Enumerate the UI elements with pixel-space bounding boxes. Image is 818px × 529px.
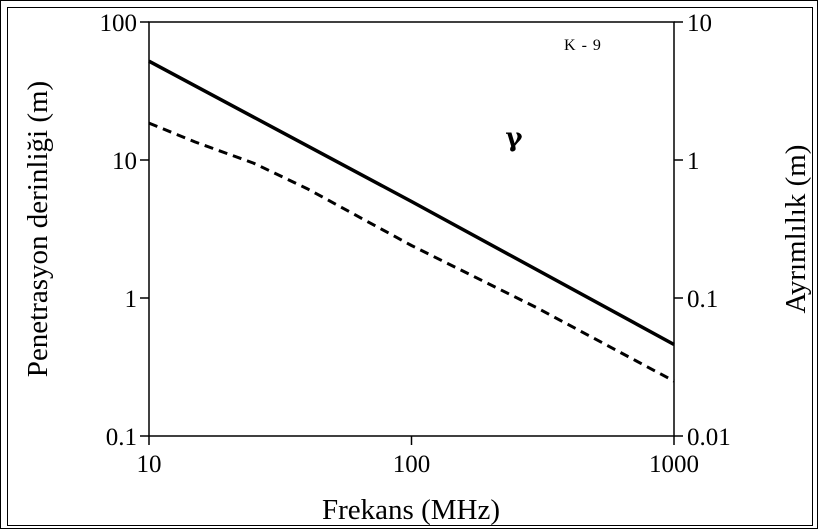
series-line-solid	[148, 59, 675, 347]
x-axis-title: Frekans (MHz)	[322, 494, 500, 526]
y2-tick-label: 1	[687, 148, 700, 175]
series-layer	[148, 59, 675, 383]
y-tick-label: 10	[112, 148, 137, 175]
y2-tick-label: 0.01	[687, 424, 731, 451]
ticks-layer	[140, 21, 683, 445]
series-line-dashed	[148, 121, 675, 383]
y-tick-label: 1	[125, 286, 138, 313]
labels-layer: 0.1 1 10 100 0.01 0.1 1 10 10 100 1000	[100, 10, 731, 478]
x-tick-label: 100	[393, 451, 431, 478]
y2-tick-label: 0.1	[687, 286, 718, 313]
x-tick-label: 10	[137, 451, 162, 478]
y-axis-title: Penetrasyon derinliği (m)	[22, 81, 54, 377]
annotation-k9: K - 9	[564, 37, 602, 54]
figure-inner-border	[7, 7, 813, 526]
y-tick-label: 0.1	[106, 424, 137, 451]
y2-axis-title: Ayrımlılık (m)	[780, 145, 812, 314]
x-tick-label: 1000	[649, 451, 699, 478]
y2-tick-label: 10	[687, 10, 712, 37]
plot-area	[148, 21, 675, 437]
annotation-gamma: γ	[505, 123, 523, 153]
y-tick-label: 100	[100, 10, 138, 37]
